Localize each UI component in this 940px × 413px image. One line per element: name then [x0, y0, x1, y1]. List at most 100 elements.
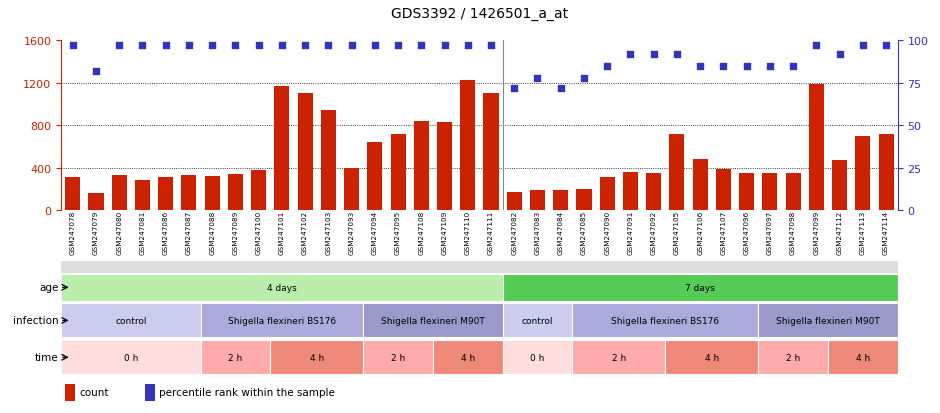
Bar [112, 176, 127, 210]
Text: GSM247094: GSM247094 [372, 210, 378, 254]
Bar [270, 340, 363, 374]
Point [344, 43, 359, 50]
Bar [623, 172, 638, 210]
Bar [433, 340, 503, 374]
Text: GSM247098: GSM247098 [791, 210, 796, 254]
Point [390, 43, 405, 50]
Text: GSM247107: GSM247107 [720, 210, 727, 254]
Bar [600, 178, 615, 210]
Text: GSM247092: GSM247092 [650, 210, 657, 254]
Bar [414, 121, 429, 210]
Text: GSM247082: GSM247082 [511, 210, 517, 254]
Text: GSM247113: GSM247113 [860, 210, 866, 254]
Text: 0 h: 0 h [124, 353, 138, 362]
Text: 4 h: 4 h [705, 353, 719, 362]
Text: 4 h: 4 h [855, 353, 870, 362]
Bar [503, 274, 898, 301]
Bar [716, 169, 731, 210]
Point [461, 43, 476, 50]
Bar [572, 304, 759, 337]
Bar [759, 340, 828, 374]
Text: count: count [80, 387, 109, 397]
Bar [739, 173, 754, 210]
Bar [437, 123, 452, 210]
Point [832, 52, 847, 58]
Bar [879, 134, 894, 210]
Bar [363, 340, 433, 374]
Text: GSM247087: GSM247087 [186, 210, 192, 254]
Text: GDS3392 / 1426501_a_at: GDS3392 / 1426501_a_at [391, 7, 568, 21]
Point [414, 43, 429, 50]
Point [716, 63, 731, 70]
Bar [61, 340, 200, 374]
Bar [251, 170, 266, 210]
Bar [321, 111, 336, 210]
Point [530, 75, 545, 82]
Text: 2 h: 2 h [228, 353, 243, 362]
Bar [762, 173, 777, 210]
Bar [134, 181, 150, 210]
Point [437, 43, 452, 50]
Text: GSM247111: GSM247111 [488, 210, 494, 254]
Point [158, 43, 173, 50]
Text: GSM247093: GSM247093 [349, 210, 354, 254]
Point [507, 85, 522, 92]
Point [274, 43, 290, 50]
Bar [145, 384, 155, 401]
Text: GSM247097: GSM247097 [767, 210, 773, 254]
Text: GSM247099: GSM247099 [813, 210, 820, 254]
Bar [205, 177, 220, 210]
Text: GSM247085: GSM247085 [581, 210, 587, 254]
Point [368, 43, 383, 50]
Point [554, 85, 569, 92]
Text: GSM247095: GSM247095 [395, 210, 401, 254]
Bar [483, 94, 498, 210]
Text: percentile rank within the sample: percentile rank within the sample [159, 387, 335, 397]
Bar [808, 85, 824, 210]
Point [879, 43, 894, 50]
Bar [832, 161, 847, 210]
Bar [669, 134, 684, 210]
Text: GSM247089: GSM247089 [232, 210, 239, 254]
Bar [828, 340, 898, 374]
Text: GSM247114: GSM247114 [883, 210, 889, 254]
Text: GSM247096: GSM247096 [744, 210, 749, 254]
Bar [666, 340, 759, 374]
Text: GSM247101: GSM247101 [279, 210, 285, 254]
Bar [759, 304, 898, 337]
Point [483, 43, 498, 50]
Bar [65, 178, 80, 210]
Point [646, 52, 661, 58]
Text: 7 days: 7 days [685, 283, 715, 292]
Text: GSM247091: GSM247091 [628, 210, 634, 254]
Bar [646, 173, 661, 210]
Text: GSM247100: GSM247100 [256, 210, 261, 254]
Bar [503, 340, 572, 374]
Bar [461, 81, 476, 210]
Bar [855, 136, 870, 210]
Text: GSM247088: GSM247088 [210, 210, 215, 254]
Text: GSM247079: GSM247079 [93, 210, 99, 254]
Point [808, 43, 823, 50]
Text: 4 h: 4 h [309, 353, 324, 362]
Text: Shigella flexineri BS176: Shigella flexineri BS176 [227, 316, 336, 325]
Text: 4 h: 4 h [461, 353, 475, 362]
Point [693, 63, 708, 70]
Point [739, 63, 754, 70]
Text: time: time [35, 352, 59, 362]
Bar [786, 173, 801, 210]
Text: GSM247081: GSM247081 [139, 210, 146, 254]
Bar [65, 384, 75, 401]
Text: control: control [115, 316, 147, 325]
Text: GSM247083: GSM247083 [535, 210, 540, 254]
Text: Shigella flexineri M90T: Shigella flexineri M90T [776, 316, 880, 325]
Bar [200, 304, 363, 337]
Bar [368, 143, 383, 210]
Bar [200, 340, 270, 374]
Text: GSM247103: GSM247103 [325, 210, 331, 254]
Text: Shigella flexineri BS176: Shigella flexineri BS176 [611, 316, 719, 325]
Bar [61, 304, 200, 337]
Bar [572, 340, 666, 374]
Bar [507, 192, 522, 210]
Text: GSM247109: GSM247109 [442, 210, 447, 254]
